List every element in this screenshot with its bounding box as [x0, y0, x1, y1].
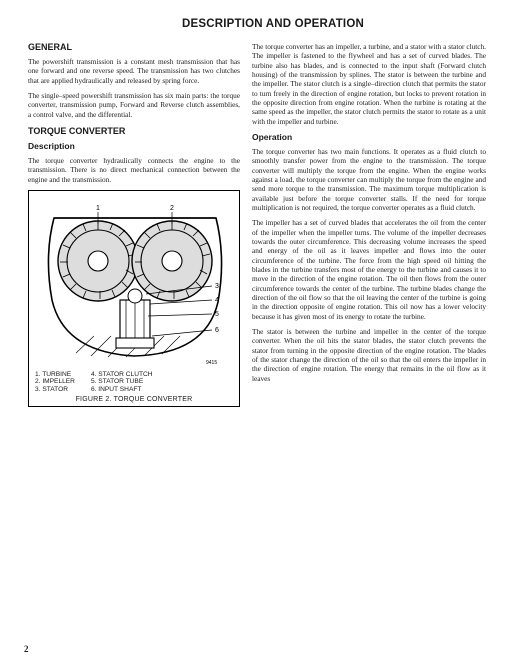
para-r3: The impeller has a set of curved blades … [252, 218, 486, 321]
figure-caption: FIGURE 2. TORQUE CONVERTER [35, 396, 233, 403]
figure-code: 9415 [206, 360, 217, 366]
figure-2-illustration: 1 2 3 4 5 6 9415 [36, 196, 232, 368]
legend-2: 2. IMPELLER [35, 378, 75, 385]
heading-description: Description [28, 141, 240, 151]
heading-general: GENERAL [28, 42, 240, 52]
svg-text:6: 6 [215, 327, 219, 334]
figure-legend: 1. TURBINE 2. IMPELLER 3. STATOR 4. STAT… [35, 371, 233, 393]
page-title: DESCRIPTION AND OPERATION [60, 18, 486, 30]
para-r4: The stator is between the turbine and im… [252, 327, 486, 383]
right-column: The torque converter has an impeller, a … [252, 42, 486, 407]
para-r2: The torque converter has two main functi… [252, 147, 486, 212]
para-general-1: The powershift transmission is a constan… [28, 57, 240, 85]
figure-2-box: 1 2 3 4 5 6 9415 1. TURBINE 2. IMPELLER … [28, 190, 240, 407]
svg-text:3: 3 [215, 283, 219, 290]
heading-torque-converter: TORQUE CONVERTER [28, 126, 240, 136]
legend-3: 3. STATOR [35, 386, 75, 393]
legend-6: 6. INPUT SHAFT [91, 386, 153, 393]
svg-text:4: 4 [215, 297, 219, 304]
heading-operation: Operation [252, 132, 486, 142]
page-number: 2 [24, 644, 29, 654]
svg-text:2: 2 [170, 205, 174, 212]
two-column-layout: GENERAL The powershift transmission is a… [28, 42, 486, 407]
left-column: GENERAL The powershift transmission is a… [28, 42, 240, 407]
svg-text:5: 5 [215, 311, 219, 318]
svg-text:1: 1 [96, 205, 100, 212]
legend-4: 4. STATOR CLUTCH [91, 371, 153, 378]
para-general-2: The single–speed powershift transmission… [28, 91, 240, 119]
legend-5: 5. STATOR TUBE [91, 378, 153, 385]
para-r1: The torque converter has an impeller, a … [252, 42, 486, 126]
legend-1: 1. TURBINE [35, 371, 75, 378]
para-description-1: The torque converter hydraulically conne… [28, 156, 240, 184]
